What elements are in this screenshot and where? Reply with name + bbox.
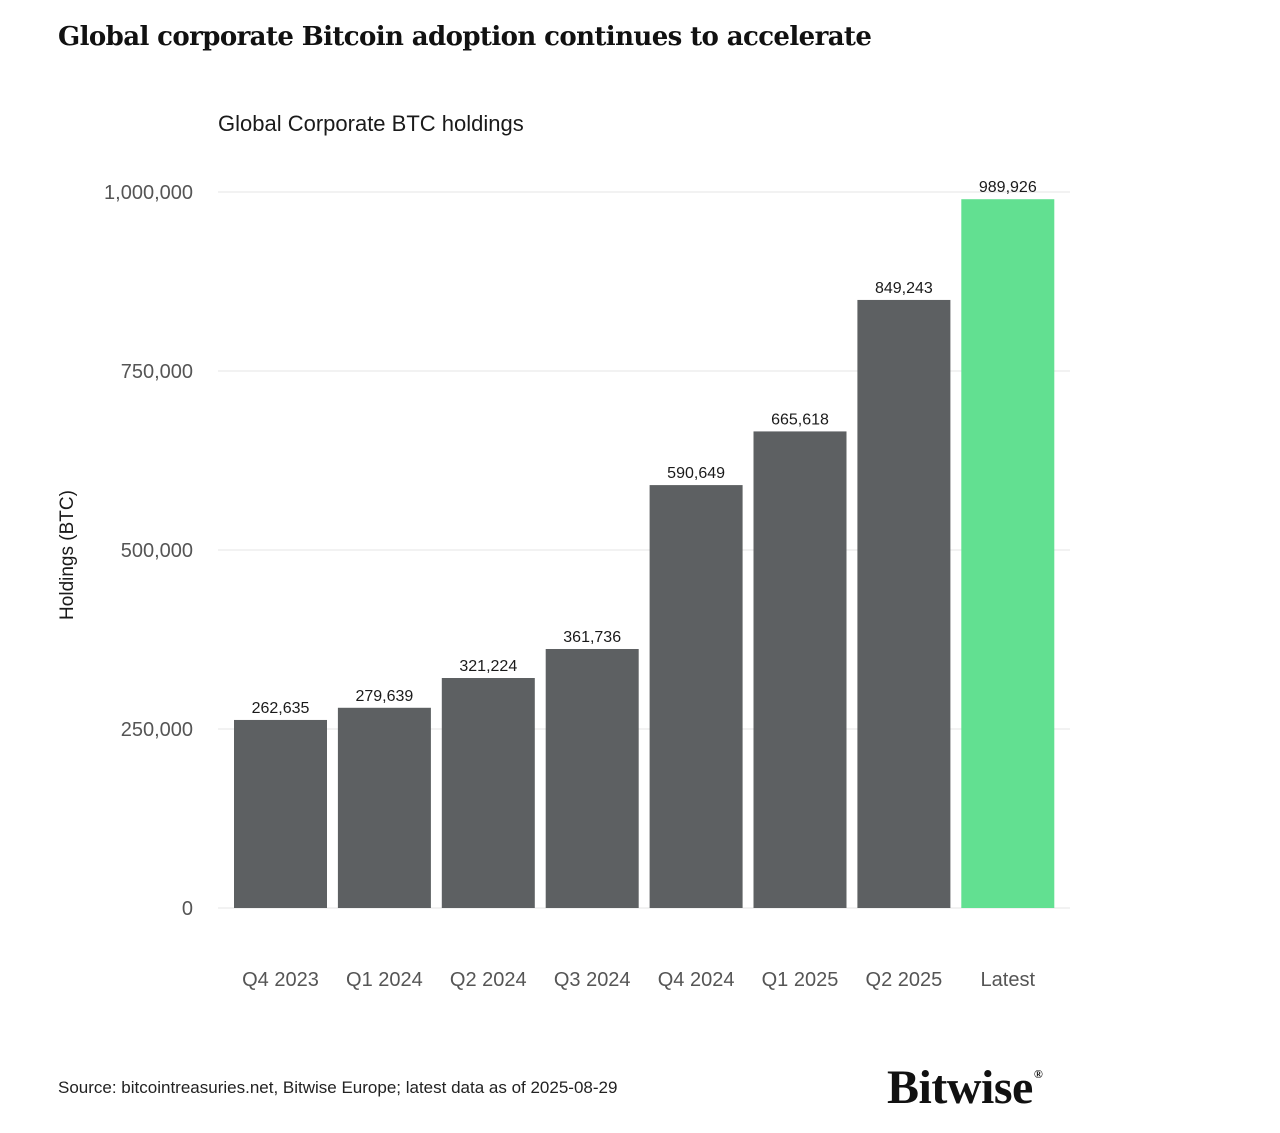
x-tick-label: Latest [981,969,1036,991]
headline: Global corporate Bitcoin adoption contin… [58,22,872,52]
value-labels: 262,635 279,639 321,224 361,736 590,649 665,6… [252,179,1037,717]
x-tick-label: Q4 2023 [242,969,319,991]
bar [753,431,847,908]
x-tick-label: Q1 2024 [346,969,423,991]
x-tick-label: Q1 2025 [762,969,839,991]
data-label: 361,736 [563,629,621,646]
x-tick-label: Q2 2025 [866,969,943,991]
bar [649,485,743,908]
bar [441,678,535,908]
bar [337,707,431,908]
x-axis-ticks: Q4 2023 Q1 2024 Q2 2024 Q3 2024 Q4 2024 Q1 20… [242,969,1035,991]
x-tick-label: Q3 2024 [554,969,631,991]
bar [545,648,639,908]
bars [234,199,1055,908]
logo-text: Bitwise [887,1061,1033,1114]
y-tick-label: 0 [182,898,193,920]
y-tick-label: 500,000 [121,540,193,562]
x-tick-label: Q4 2024 [658,969,735,991]
y-tick-label: 750,000 [121,361,193,383]
bitwise-logo: Bitwise® [887,1061,1043,1114]
data-label: 279,639 [355,688,413,705]
data-label: 849,243 [875,280,933,297]
registered-mark-icon: ® [1033,1067,1043,1081]
y-axis-label: Holdings (BTC) [57,490,78,620]
source-note: Source: bitcointreasuries.net, Bitwise E… [58,1078,618,1097]
y-axis-ticks: 0 250,000 500,000 750,000 1,000,000 [104,182,193,920]
data-label: 590,649 [667,465,725,482]
bar [961,199,1055,908]
x-tick-label: Q2 2024 [450,969,527,991]
bar [857,299,951,908]
data-label: 321,224 [459,658,517,675]
y-tick-label: 1,000,000 [104,182,193,204]
data-label: 989,926 [979,179,1037,196]
y-tick-label: 250,000 [121,719,193,741]
bar [234,719,327,908]
chart-title: Global Corporate BTC holdings [218,111,524,136]
data-label: 262,635 [252,700,310,717]
data-label: 665,618 [771,411,829,428]
